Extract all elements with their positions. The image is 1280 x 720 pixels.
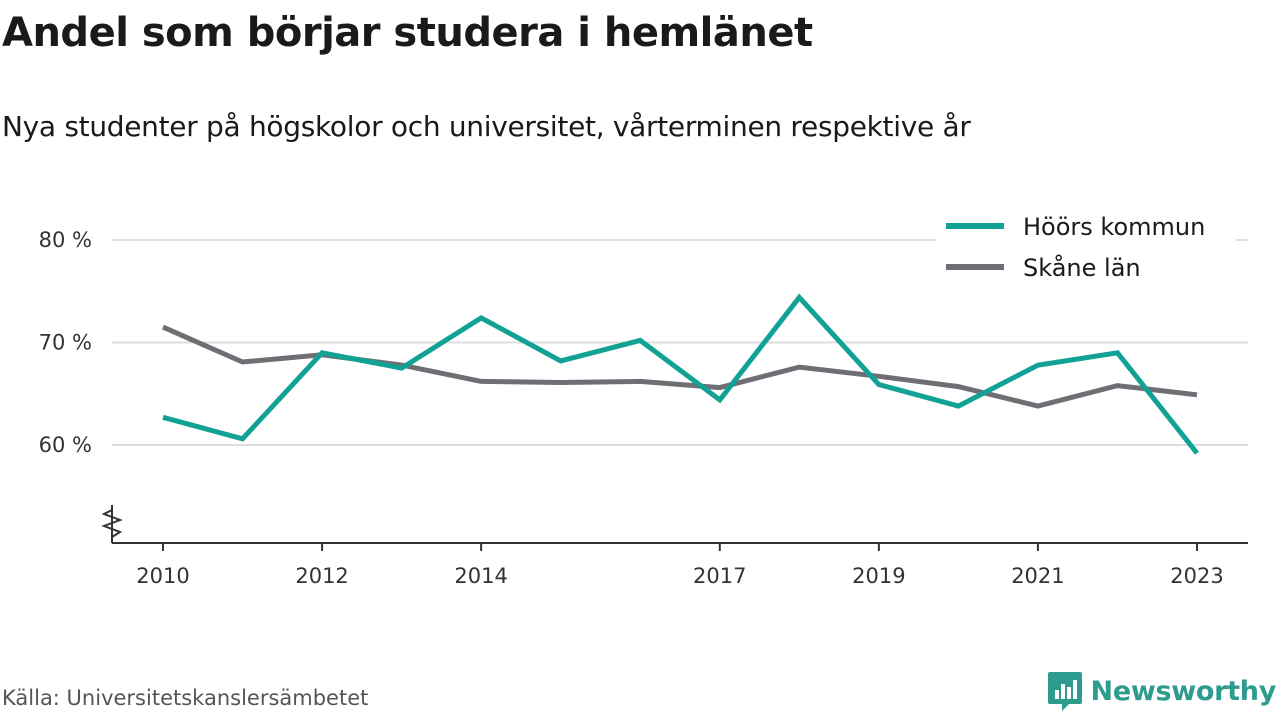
series-line-höörs-kommun [162, 293, 1199, 455]
legend-label: Skåne län [1023, 253, 1141, 282]
x-axis: 2010 2012 2014 2017 2019 2021 2023 [112, 542, 1248, 588]
brand-name: Newsworthy [1090, 675, 1277, 707]
chart-title: Andel som börjar studera i hemlänet [2, 10, 813, 56]
x-tick-label: 2017 [693, 564, 746, 588]
y-tick-label: 60 % [39, 433, 92, 457]
x-tick-label: 2014 [454, 564, 507, 588]
legend-background [936, 204, 1236, 296]
brand-logo: Newsworthy [1047, 670, 1276, 712]
x-tick-label: 2021 [1011, 564, 1064, 588]
source-note: Källa: Universitetskanslersämbetet [2, 686, 369, 710]
x-tick-label: 2010 [136, 564, 189, 588]
x-tick-label: 2023 [1170, 564, 1223, 588]
axis-break-icon [101, 505, 123, 538]
legend: Höörs kommun Skåne län [936, 204, 1236, 296]
legend-label: Höörs kommun [1023, 213, 1205, 241]
chart-subtitle: Nya studenter på högskolor och universit… [2, 110, 971, 143]
series-lines [161, 293, 1199, 455]
y-tick-label: 80 % [39, 228, 92, 252]
x-tick-label: 2019 [852, 564, 905, 588]
newsworthy-logo-icon [1047, 672, 1082, 711]
x-tick-label: 2012 [295, 564, 348, 588]
y-axis: 80 % 70 % 60 % [39, 228, 123, 543]
y-tick-label: 70 % [39, 331, 92, 355]
